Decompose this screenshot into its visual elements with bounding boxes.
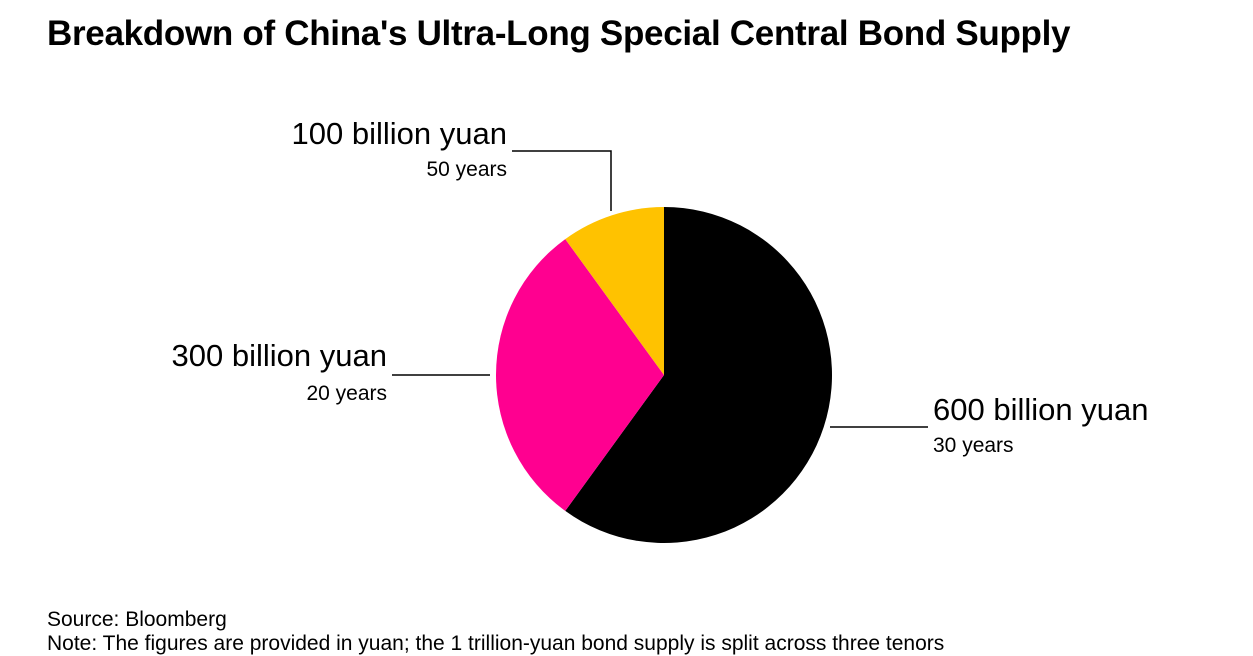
callout-line — [512, 150, 612, 211]
pie-chart: 600 billion yuan 30 years 300 billion yuan… — [172, 116, 1148, 544]
slice-value-label: 300 billion yuan — [172, 338, 387, 373]
slice-tenor-label: 30 years — [933, 434, 1014, 457]
footnote: Note: The figures are provided in yuan; … — [47, 632, 945, 655]
slice-value-label: 100 billion yuan — [292, 116, 507, 151]
pie-slice-30-years — [565, 207, 832, 544]
slice-tenor-label: 20 years — [306, 382, 387, 405]
slice-value-label: 600 billion yuan — [933, 392, 1148, 427]
pie-slice-50-years — [565, 207, 664, 375]
pie-slice-20-years — [495, 239, 664, 511]
slice-tenor-label: 50 years — [426, 158, 507, 181]
chart-title: Breakdown of China's Ultra-Long Special … — [47, 14, 1071, 53]
source-note: Source: Bloomberg — [47, 608, 227, 631]
